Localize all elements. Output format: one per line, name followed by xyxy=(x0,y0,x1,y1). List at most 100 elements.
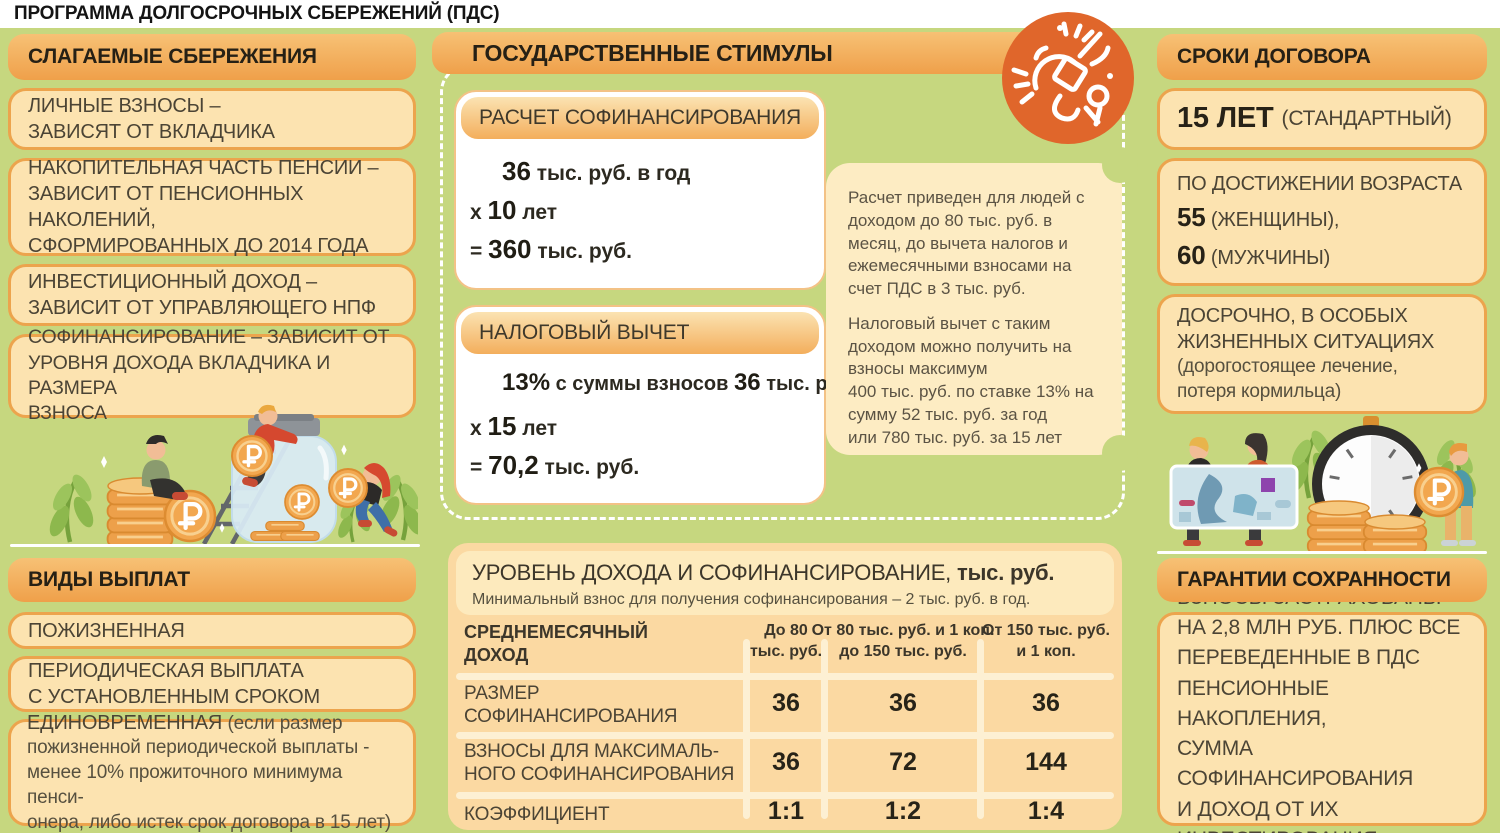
contract-terms-header-label: СРОКИ ДОГОВОРА xyxy=(1177,45,1371,68)
table-cell-value: 36 xyxy=(889,689,917,717)
note-corner-cut xyxy=(1102,435,1138,471)
payout-item-text: ПОЖИЗНЕННАЯ xyxy=(28,619,185,642)
equation-value: 36 xyxy=(733,369,761,396)
ruble-coin-icon xyxy=(232,436,272,476)
coin-stack-icon xyxy=(1306,500,1428,553)
term-early: ДОСРОЧНО, В ОСОБЫХ ЖИЗНЕННЫХ СИТУАЦИЯХ (… xyxy=(1157,294,1487,414)
table-cell-value: 36 xyxy=(772,689,800,717)
equation-line: х 10 лет xyxy=(470,195,558,225)
savings-illustration xyxy=(8,404,418,545)
payout-item-lumpsum: ЕДИНОВРЕМЕННАЯ (если размер пожизненной … xyxy=(8,712,416,833)
sparkle-icon xyxy=(341,444,347,456)
plant-icon xyxy=(46,472,98,542)
equation-line: 13% с суммы взносов 36 тыс. руб. xyxy=(502,369,857,396)
equation-operator: х xyxy=(470,417,488,440)
calculation-note-box: Расчет приведен для людей с доходом до 8… xyxy=(826,147,1138,471)
table-row-label: РАЗМЕР СОФИНАНСИРОВАНИЯ xyxy=(464,683,678,728)
table-row-label: КОЭФФИЦИЕНТ xyxy=(464,804,610,825)
term-age-women: 55 (ЖЕНЩИНЫ), xyxy=(1177,201,1340,232)
ruble-coin-icon xyxy=(285,485,319,519)
payout-types-header: ВИДЫ ВЫПЛАТ xyxy=(8,558,416,602)
payout-lumpsum-note: (если размер пожизненной периодической в… xyxy=(27,712,391,833)
contract-terms-header: СРОКИ ДОГОВОРА xyxy=(1157,34,1487,80)
tax-deduction-panel: НАЛОГОВЫЙ ВЫЧЕТ 13% с суммы взносов 36 т… xyxy=(454,305,856,505)
income-cofinancing-table: УРОВЕНЬ ДОХОДА И СОФИНАНСИРОВАНИЕ, тыс. … xyxy=(448,543,1122,830)
table-row-label: ВЗНОСЫ ДЛЯ МАКСИМАЛЬ- НОГО СОФИНАНСИРОВА… xyxy=(464,741,735,786)
title-strip xyxy=(0,0,1500,28)
cofinancing-calc-title-label: РАСЧЕТ СОФИНАНСИРОВАНИЯ xyxy=(479,106,801,129)
guarantees-illustration xyxy=(1169,416,1487,553)
savings-item-text: СОФИНАНСИРОВАНИЕ – ЗАВИСИТ ОТ УРОВНЯ ДОХ… xyxy=(28,326,390,425)
payout-item-text: ПЕРИОДИЧЕСКАЯ ВЫПЛАТА С УСТАНОВЛЕННЫМ СР… xyxy=(28,660,320,708)
payout-item-text: ЕДИНОВРЕМЕННАЯ (если размер пожизненной … xyxy=(27,711,397,833)
term-age-men: 60 (МУЖЧИНЫ) xyxy=(1177,239,1331,270)
payout-types-header-label: ВИДЫ ВЫПЛАТ xyxy=(28,568,190,591)
table-cell-value: 72 xyxy=(889,748,917,776)
table-subtitle: Минимальный взнос для получения софинанс… xyxy=(472,591,1031,608)
savings-item-cofinancing: СОФИНАНСИРОВАНИЕ – ЗАВИСИТ ОТ УРОВНЯ ДОХ… xyxy=(8,326,416,424)
table-separator xyxy=(977,639,984,819)
note-paragraph: Налоговый вычет с таким доходом можно по… xyxy=(848,313,1094,447)
term-early-note: (дорогостоящее лечение, потеря кормильца… xyxy=(1177,356,1398,402)
payout-item-lifetime: ПОЖИЗНЕННАЯ xyxy=(8,612,416,649)
term-age-line: ПО ДОСТИЖЕНИИ ВОЗРАСТА xyxy=(1177,172,1463,195)
table-column-header: До 80 тыс. руб. xyxy=(749,622,823,660)
note-paragraph: Расчет приведен для людей с доходом до 8… xyxy=(848,188,1085,299)
equation-value: 10 xyxy=(487,195,517,225)
savings-item-text: НАКОПИТЕЛЬНАЯ ЧАСТЬ ПЕНСИИ – ЗАВИСИТ ОТ … xyxy=(28,157,379,257)
equation-operator: = xyxy=(470,456,489,479)
table-column-header: От 80 тыс. руб. и 1 коп. до 150 тыс. руб… xyxy=(811,622,995,660)
savings-components-header: СЛАГАЕМЫЕ СБЕРЕЖЕНИЯ xyxy=(8,34,416,80)
table-cell-value: 1:2 xyxy=(884,797,922,825)
equation-line: = 360 тыс. руб. xyxy=(470,234,632,264)
tax-deduction-title: НАЛОГОВЫЙ ВЫЧЕТ xyxy=(461,312,819,354)
table-cell-value: 144 xyxy=(1025,748,1067,776)
guarantees-text: ВЗНОСЫ ЗАСТРАХОВАНЫ НА 2,8 МЛН РУБ. ПЛЮС… xyxy=(1177,586,1461,833)
table-cell-value: 1:4 xyxy=(1027,797,1065,825)
table-cell-value: 36 xyxy=(772,748,800,776)
table-title-units: тыс. руб. xyxy=(951,560,1055,585)
equation-value: 360 xyxy=(488,234,532,264)
term-by-age: ПО ДОСТИЖЕНИИ ВОЗРАСТА 55 (ЖЕНЩИНЫ), 60 … xyxy=(1157,158,1487,286)
tax-deduction-title-label: НАЛОГОВЫЙ ВЫЧЕТ xyxy=(479,321,690,344)
savings-item-funded-pension: НАКОПИТЕЛЬНАЯ ЧАСТЬ ПЕНСИИ – ЗАВИСИТ ОТ … xyxy=(8,157,416,257)
term-standard-value: 15 ЛЕТ xyxy=(1177,102,1274,135)
cofinancing-calc-panel: РАСЧЕТ СОФИНАНСИРОВАНИЯ 36 тыс. руб. в г… xyxy=(454,90,826,290)
equation-value: 15 xyxy=(487,411,517,441)
term-early-main: ДОСРОЧНО, В ОСОБЫХ ЖИЗНЕННЫХ СИТУАЦИЯХ xyxy=(1177,305,1435,354)
table-separator xyxy=(456,673,1114,680)
table-title-panel: УРОВЕНЬ ДОХОДА И СОФИНАНСИРОВАНИЕ, тыс. … xyxy=(456,551,1114,615)
table-separator xyxy=(743,639,750,819)
equation-line: х 15 лет xyxy=(470,411,558,441)
ground-line xyxy=(10,544,420,547)
equation-value: 13% xyxy=(502,369,551,396)
table-separator xyxy=(456,732,1114,739)
table-separator xyxy=(456,792,1114,799)
savings-components-header-label: СЛАГАЕМЫЕ СБЕРЕЖЕНИЯ xyxy=(28,45,317,68)
equation-line: 36 тыс. руб. в год xyxy=(502,156,691,186)
guarantees-header-label: ГАРАНТИИ СОХРАННОСТИ xyxy=(1177,568,1451,591)
page-title: ПРОГРАММА ДОЛГОСРОЧНЫХ СБЕРЕЖЕНИЙ (ПДС) xyxy=(14,3,500,24)
note-corner-cut xyxy=(1102,147,1138,183)
state-incentives-header: ГОСУДАРСТВЕННЫЕ СТИМУЛЫ xyxy=(432,32,1104,74)
table-separator xyxy=(821,639,828,819)
person-sitting-icon xyxy=(141,435,188,500)
equation-value: 36 xyxy=(502,156,531,186)
program-logo-icon xyxy=(1002,12,1134,144)
equation-line: = 70,2 тыс. руб. xyxy=(470,450,640,480)
equation-value: 70,2 xyxy=(488,450,539,480)
table-title: УРОВЕНЬ ДОХОДА И СОФИНАНСИРОВАНИЕ, тыс. … xyxy=(472,560,1055,585)
guarantees-header: ГАРАНТИИ СОХРАННОСТИ xyxy=(1157,558,1487,602)
term-standard-note: (СТАНДАРТНЫЙ) xyxy=(1281,107,1452,131)
table-column-header: От 150 тыс. руб. и 1 коп. xyxy=(982,622,1110,660)
table-cell-value: 36 xyxy=(1032,689,1060,717)
equation-operator: х xyxy=(470,201,488,224)
ground-line xyxy=(1157,551,1487,554)
payout-item-periodic: ПЕРИОДИЧЕСКАЯ ВЫПЛАТА С УСТАНОВЛЕННЫМ СР… xyxy=(8,656,416,712)
savings-item-investment-income: ИНВЕСТИЦИОННЫЙ ДОХОД – ЗАВИСИТ ОТ УПРАВЛ… xyxy=(8,264,416,326)
ruble-coin-icon xyxy=(1415,468,1463,516)
table-row-header: СРЕДНЕМЕСЯЧНЫЙ ДОХОД xyxy=(464,622,648,665)
savings-item-text: ИНВЕСТИЦИОННЫЙ ДОХОД – ЗАВИСИТ ОТ УПРАВЛ… xyxy=(28,271,376,319)
sparkle-icon xyxy=(101,456,107,468)
